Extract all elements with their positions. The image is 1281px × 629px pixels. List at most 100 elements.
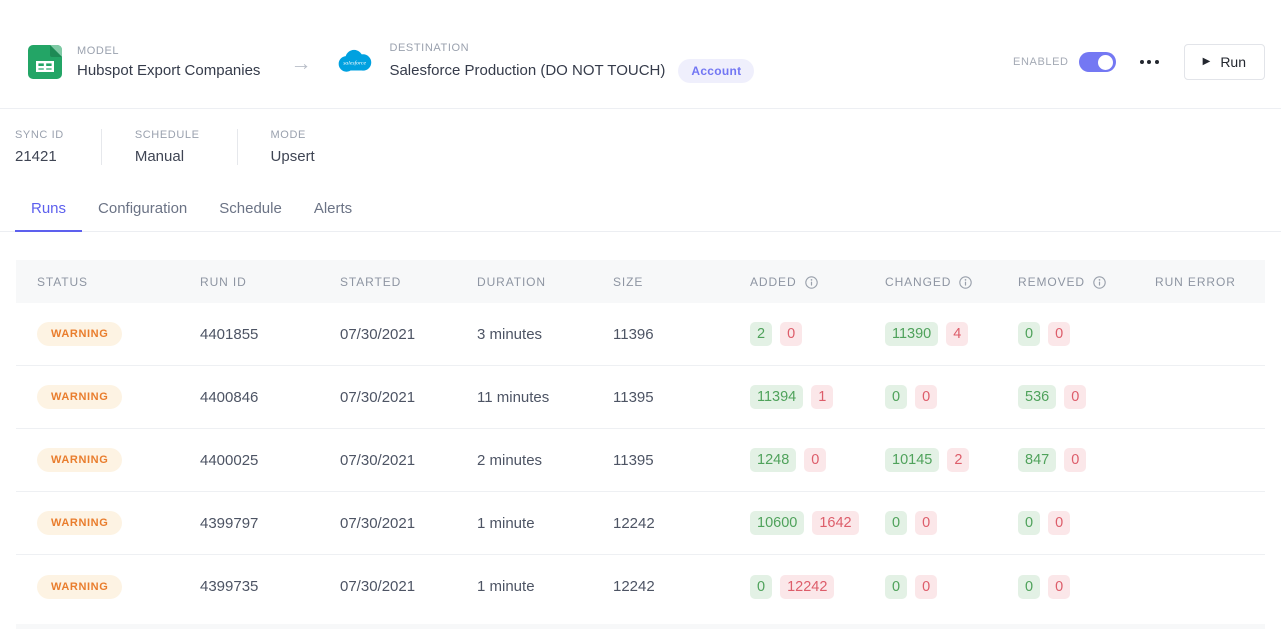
size-cell: 11395: [613, 388, 654, 406]
toggle-knob: [1097, 54, 1113, 70]
added-success-badge: 2: [750, 322, 773, 346]
started-cell: 07/30/2021: [340, 325, 416, 343]
col-added-label: ADDED: [750, 274, 797, 289]
meta-sync-id: SYNC ID 21421: [15, 129, 101, 165]
meta-schedule: SCHEDULE Manual: [100, 129, 237, 165]
status-cell: WARNING: [37, 322, 200, 346]
model-name: Hubspot Export Companies: [77, 62, 261, 79]
status-cell: WARNING: [37, 574, 200, 599]
play-icon: ▶: [1202, 56, 1211, 67]
table-row[interactable]: WARNING 4400025 07/30/2021 2 minutes 113…: [16, 429, 1265, 492]
added-failed-badge: 1: [811, 385, 834, 409]
added-cell: 0 12242: [750, 574, 885, 599]
removed-success-badge: 0: [1018, 574, 1041, 599]
table-header-row: STATUS RUN ID STARTED DURATION SIZE ADDE…: [16, 260, 1265, 303]
meta-mode: MODE Upsert: [236, 129, 352, 165]
started-cell: 07/30/2021: [340, 451, 416, 469]
duration-cell: 3 minutes: [477, 325, 543, 343]
status-badge: WARNING: [37, 385, 123, 409]
removed-failed-badge: 0: [1048, 322, 1071, 346]
added-failed-badge: 12242: [780, 574, 835, 599]
changed-success-badge: 0: [885, 385, 908, 409]
model-entity[interactable]: MODEL Hubspot Export Companies: [28, 45, 260, 79]
removed-cell: 847 0: [1018, 448, 1155, 472]
col-run-error: RUN ERROR: [1155, 274, 1236, 289]
removed-success-badge: 0: [1018, 322, 1041, 346]
added-success-badge: 0: [750, 574, 773, 599]
table-body: WARNING 4401855 07/30/2021 3 minutes 113…: [16, 303, 1265, 618]
info-icon[interactable]: [1093, 275, 1106, 289]
status-cell: WARNING: [37, 511, 200, 535]
svg-text:salesforce: salesforce: [344, 59, 367, 66]
removed-cell: 536 0: [1018, 385, 1155, 409]
changed-cell: 10145 2: [885, 448, 1018, 472]
run-id-cell: 4399735: [200, 578, 259, 595]
added-success-badge: 11394: [750, 385, 804, 409]
removed-failed-badge: 0: [1064, 448, 1087, 472]
changed-cell: 0 0: [885, 385, 1018, 409]
enabled-label: ENABLED: [1013, 56, 1069, 68]
removed-success-badge: 0: [1018, 511, 1041, 535]
status-badge: WARNING: [37, 511, 123, 535]
status-badge: WARNING: [37, 448, 123, 472]
run-id-cell: 4401855: [200, 325, 259, 343]
col-changed: CHANGED: [885, 275, 1018, 289]
changed-success-badge: 0: [885, 574, 908, 599]
changed-cell: 0 0: [885, 574, 1018, 599]
removed-failed-badge: 0: [1064, 385, 1087, 409]
removed-cell: 0 0: [1018, 511, 1155, 535]
table-row[interactable]: WARNING 4399735 07/30/2021 1 minute 1224…: [16, 555, 1265, 618]
tab-alerts[interactable]: Alerts: [313, 200, 353, 217]
sync-id-value: 21421: [15, 148, 57, 165]
changed-cell: 0 0: [885, 511, 1018, 535]
size-cell: 12242: [613, 578, 655, 595]
col-changed-label: CHANGED: [885, 274, 952, 289]
table-row[interactable]: WARNING 4400846 07/30/2021 11 minutes 11…: [16, 366, 1265, 429]
schedule-label: SCHEDULE: [134, 129, 200, 141]
removed-failed-badge: 0: [1048, 574, 1071, 599]
info-icon[interactable]: [804, 275, 818, 289]
col-removed: REMOVED: [1018, 275, 1155, 289]
destination-entity[interactable]: salesforce DESTINATION Salesforce Produc…: [336, 41, 755, 83]
salesforce-icon: salesforce: [339, 49, 372, 72]
changed-failed-badge: 4: [946, 322, 969, 346]
mode-label: MODE: [270, 129, 306, 141]
removed-success-badge: 847: [1018, 448, 1057, 472]
duration-cell: 1 minute: [477, 514, 535, 532]
tab-runs[interactable]: Runs: [15, 192, 83, 232]
next-section-strip: [16, 624, 1265, 629]
col-size: SIZE: [613, 274, 644, 289]
destination-label: DESTINATION: [389, 41, 470, 54]
run-id-cell: 4399797: [200, 514, 259, 532]
account-badge: Account: [678, 58, 755, 83]
started-cell: 07/30/2021: [340, 388, 416, 406]
schedule-value: Manual: [134, 148, 185, 165]
removed-cell: 0 0: [1018, 322, 1155, 346]
run-button[interactable]: ▶ Run: [1183, 44, 1265, 80]
tab-bar: Runs Configuration Schedule Alerts: [0, 192, 1281, 232]
added-failed-badge: 1642: [812, 511, 859, 535]
tab-configuration[interactable]: Configuration: [98, 200, 188, 217]
overflow-menu-icon[interactable]: [1138, 54, 1161, 70]
changed-failed-badge: 0: [915, 574, 938, 599]
info-icon[interactable]: [959, 275, 973, 289]
duration-cell: 2 minutes: [477, 451, 543, 469]
tab-schedule[interactable]: Schedule: [219, 200, 282, 217]
duration-cell: 1 minute: [477, 578, 535, 595]
table-row[interactable]: WARNING 4399797 07/30/2021 1 minute 1224…: [16, 492, 1265, 555]
changed-failed-badge: 2: [947, 448, 970, 472]
enabled-toggle[interactable]: [1078, 52, 1116, 72]
model-label: MODEL: [77, 45, 120, 57]
status-cell: WARNING: [37, 385, 200, 409]
table-row[interactable]: WARNING 4401855 07/30/2021 3 minutes 113…: [16, 303, 1265, 366]
col-run-id: RUN ID: [200, 274, 247, 289]
mode-value: Upsert: [270, 148, 315, 165]
changed-success-badge: 0: [885, 511, 908, 535]
arrow-right-icon: →: [290, 52, 312, 75]
size-cell: 12242: [613, 514, 655, 532]
removed-cell: 0 0: [1018, 574, 1155, 599]
run-id-cell: 4400846: [200, 388, 259, 406]
destination-name: Salesforce Production (DO NOT TOUCH): [389, 62, 666, 79]
added-cell: 10600 1642: [750, 511, 885, 535]
status-badge: WARNING: [37, 574, 123, 599]
